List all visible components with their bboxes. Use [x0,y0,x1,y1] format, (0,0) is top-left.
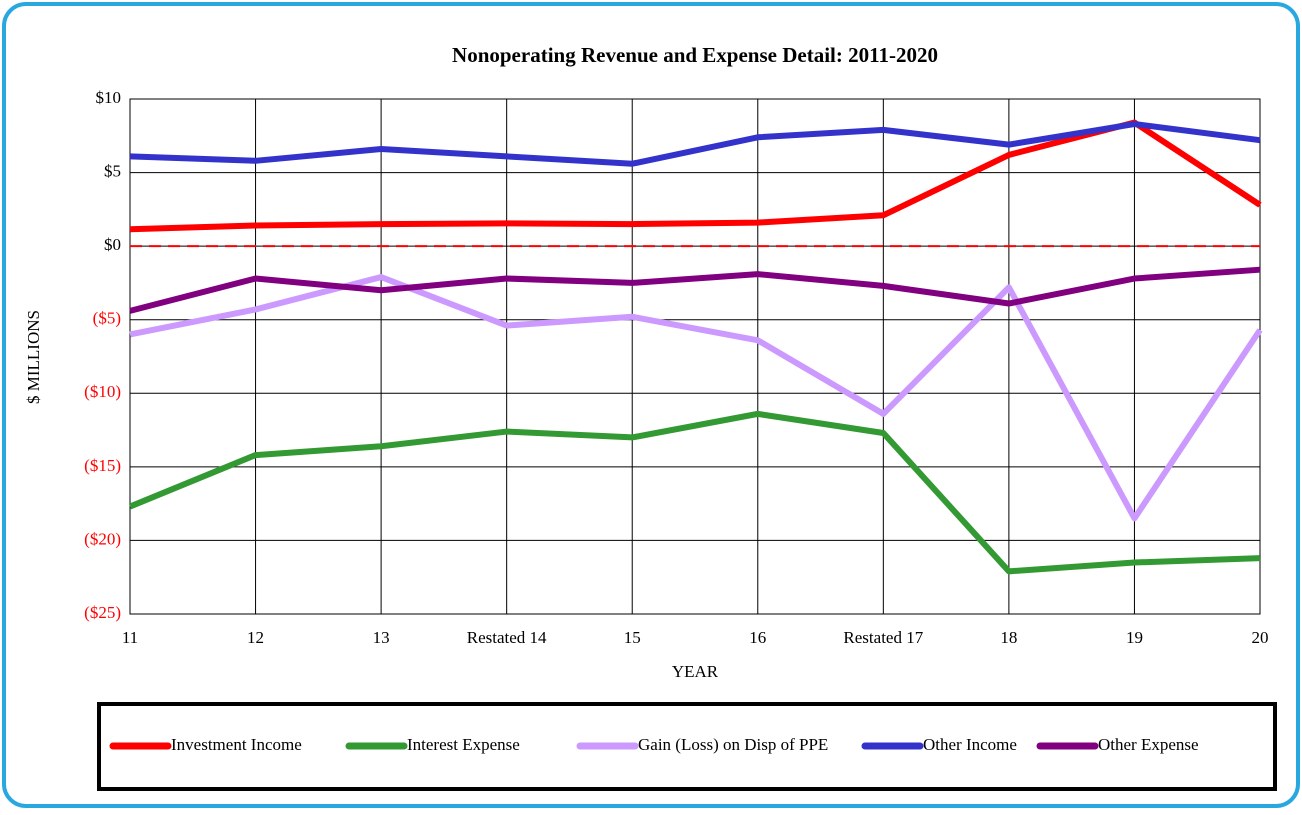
legend-label: Investment Income [171,735,302,754]
x-tick-label: 16 [749,628,766,647]
y-tick-label: ($15) [84,456,121,475]
legend-label: Other Expense [1098,735,1199,754]
chart-title: Nonoperating Revenue and Expense Detail:… [452,43,938,67]
y-tick-label: $10 [96,88,122,107]
legend-label: Gain (Loss) on Disp of PPE [638,735,828,754]
y-tick-label: ($10) [84,382,121,401]
series-line [129,119,1262,233]
y-tick-label: $0 [104,235,121,254]
x-axis-label: YEAR [672,662,719,681]
y-tick-label: ($25) [84,603,121,622]
legend-label: Interest Expense [407,735,520,754]
x-tick-label: 19 [1126,628,1143,647]
x-tick-label: 11 [122,628,138,647]
y-tick-label: ($5) [93,309,121,328]
y-tick-label: ($20) [84,529,121,548]
series-line [129,266,1261,314]
x-tick-label: Restated 17 [843,628,923,647]
legend-label: Other Income [923,735,1017,754]
x-tick-label: 20 [1252,628,1269,647]
x-tick-label: 18 [1000,628,1017,647]
x-tick-label: 15 [624,628,641,647]
y-tick-label: $5 [104,161,121,180]
x-tick-label: 13 [373,628,390,647]
y-axis-label: $ MILLIONS [24,310,43,404]
x-tick-label: Restated 14 [467,628,547,647]
series-line [129,121,1261,167]
series-line [129,274,1263,522]
series-line [128,410,1261,575]
x-tick-label: 12 [247,628,264,647]
